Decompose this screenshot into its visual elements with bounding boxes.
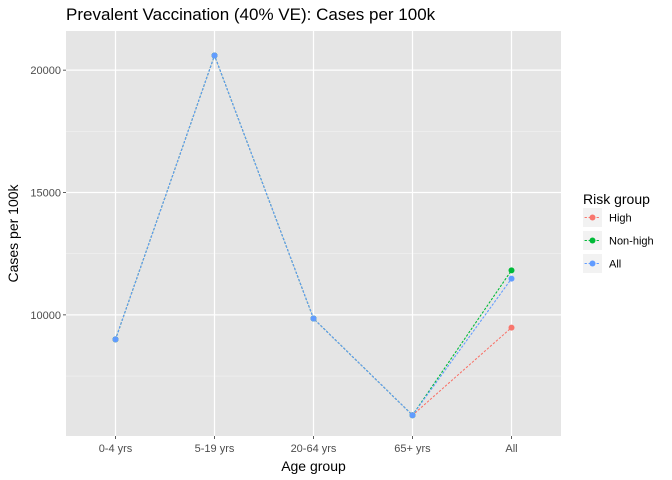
x-axis-title: Age group — [281, 458, 346, 474]
legend-label: High — [609, 213, 632, 225]
x-tick-label: All — [505, 443, 517, 455]
legend-key-point — [589, 260, 596, 267]
y-tick-label: 10000 — [30, 310, 61, 322]
y-tick-label: 15000 — [30, 188, 61, 200]
data-point-all — [508, 275, 515, 282]
y-axis-title: Cases per 100k — [5, 183, 21, 282]
data-point-high — [508, 324, 515, 331]
x-axis-ticks: 0-4 yrs 5-19 yrs 20-64 yrs 65+ yrs All — [99, 436, 518, 455]
legend-title: Risk group — [583, 191, 650, 207]
x-tick-label: 0-4 yrs — [99, 443, 133, 455]
data-point-all — [211, 52, 218, 59]
legend-keys: High Non-high All — [583, 208, 654, 273]
x-tick-label: 5-19 yrs — [195, 443, 235, 455]
legend: Risk group High Non-high All — [583, 191, 654, 273]
x-tick-label: 20-64 yrs — [291, 443, 337, 455]
major-gridlines — [66, 31, 561, 436]
y-axis-ticks: 10000 15000 20000 — [30, 65, 66, 322]
data-point-non-high — [508, 267, 515, 274]
legend-key-point — [589, 214, 596, 221]
legend-label: Non-high — [609, 236, 654, 248]
series-points — [112, 52, 515, 419]
data-point-all — [409, 412, 416, 419]
data-point-all — [112, 336, 119, 343]
legend-label: All — [609, 259, 621, 271]
data-point-all — [310, 315, 317, 322]
x-tick-label: 65+ yrs — [394, 443, 431, 455]
y-tick-label: 20000 — [30, 65, 61, 77]
legend-key-point — [589, 237, 596, 244]
chart-title: Prevalent Vaccination (40% VE): Cases pe… — [66, 5, 436, 24]
